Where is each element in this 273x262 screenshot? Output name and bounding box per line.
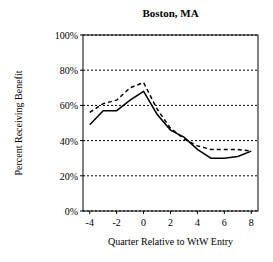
y-axis-label: Percent Receiving Benefit xyxy=(13,70,24,175)
title: Boston, MA xyxy=(142,7,198,19)
x-tick-label: 8 xyxy=(249,217,254,228)
series-line xyxy=(90,91,252,158)
grid-line xyxy=(83,70,258,71)
grid-line xyxy=(83,105,258,106)
x-tick-label: 4 xyxy=(195,217,200,228)
y-tick-label: 60% xyxy=(60,100,78,111)
chart-svg: Boston, MA 0% 20% 40% 60% 80% 100% -4 -2 0 2 4 6 8 Qua… xyxy=(0,0,273,262)
series-line xyxy=(90,83,252,152)
x-axis-label: Quarter Relative to WtW Entry xyxy=(108,236,233,247)
chart-container: Boston, MA 0% 20% 40% 60% 80% 100% -4 -2 0 2 4 6 8 Qua… xyxy=(0,0,273,262)
y-tick-label: 80% xyxy=(60,65,78,76)
x-tick-label: 2 xyxy=(168,217,173,228)
y-tick-label: 0% xyxy=(65,206,78,217)
grid-line xyxy=(83,175,258,176)
x-tick-label: 0 xyxy=(141,217,146,228)
plot-frame xyxy=(83,35,258,211)
y-tick-label: 20% xyxy=(60,171,78,182)
y-tick-label: 40% xyxy=(60,136,78,147)
x-tick-label: 6 xyxy=(222,217,227,228)
x-tick-label: -4 xyxy=(86,217,94,228)
y-tick-label: 100% xyxy=(55,30,78,41)
grid-line xyxy=(83,140,258,141)
plot-lines xyxy=(90,83,252,159)
x-tick-label: -2 xyxy=(112,217,120,228)
